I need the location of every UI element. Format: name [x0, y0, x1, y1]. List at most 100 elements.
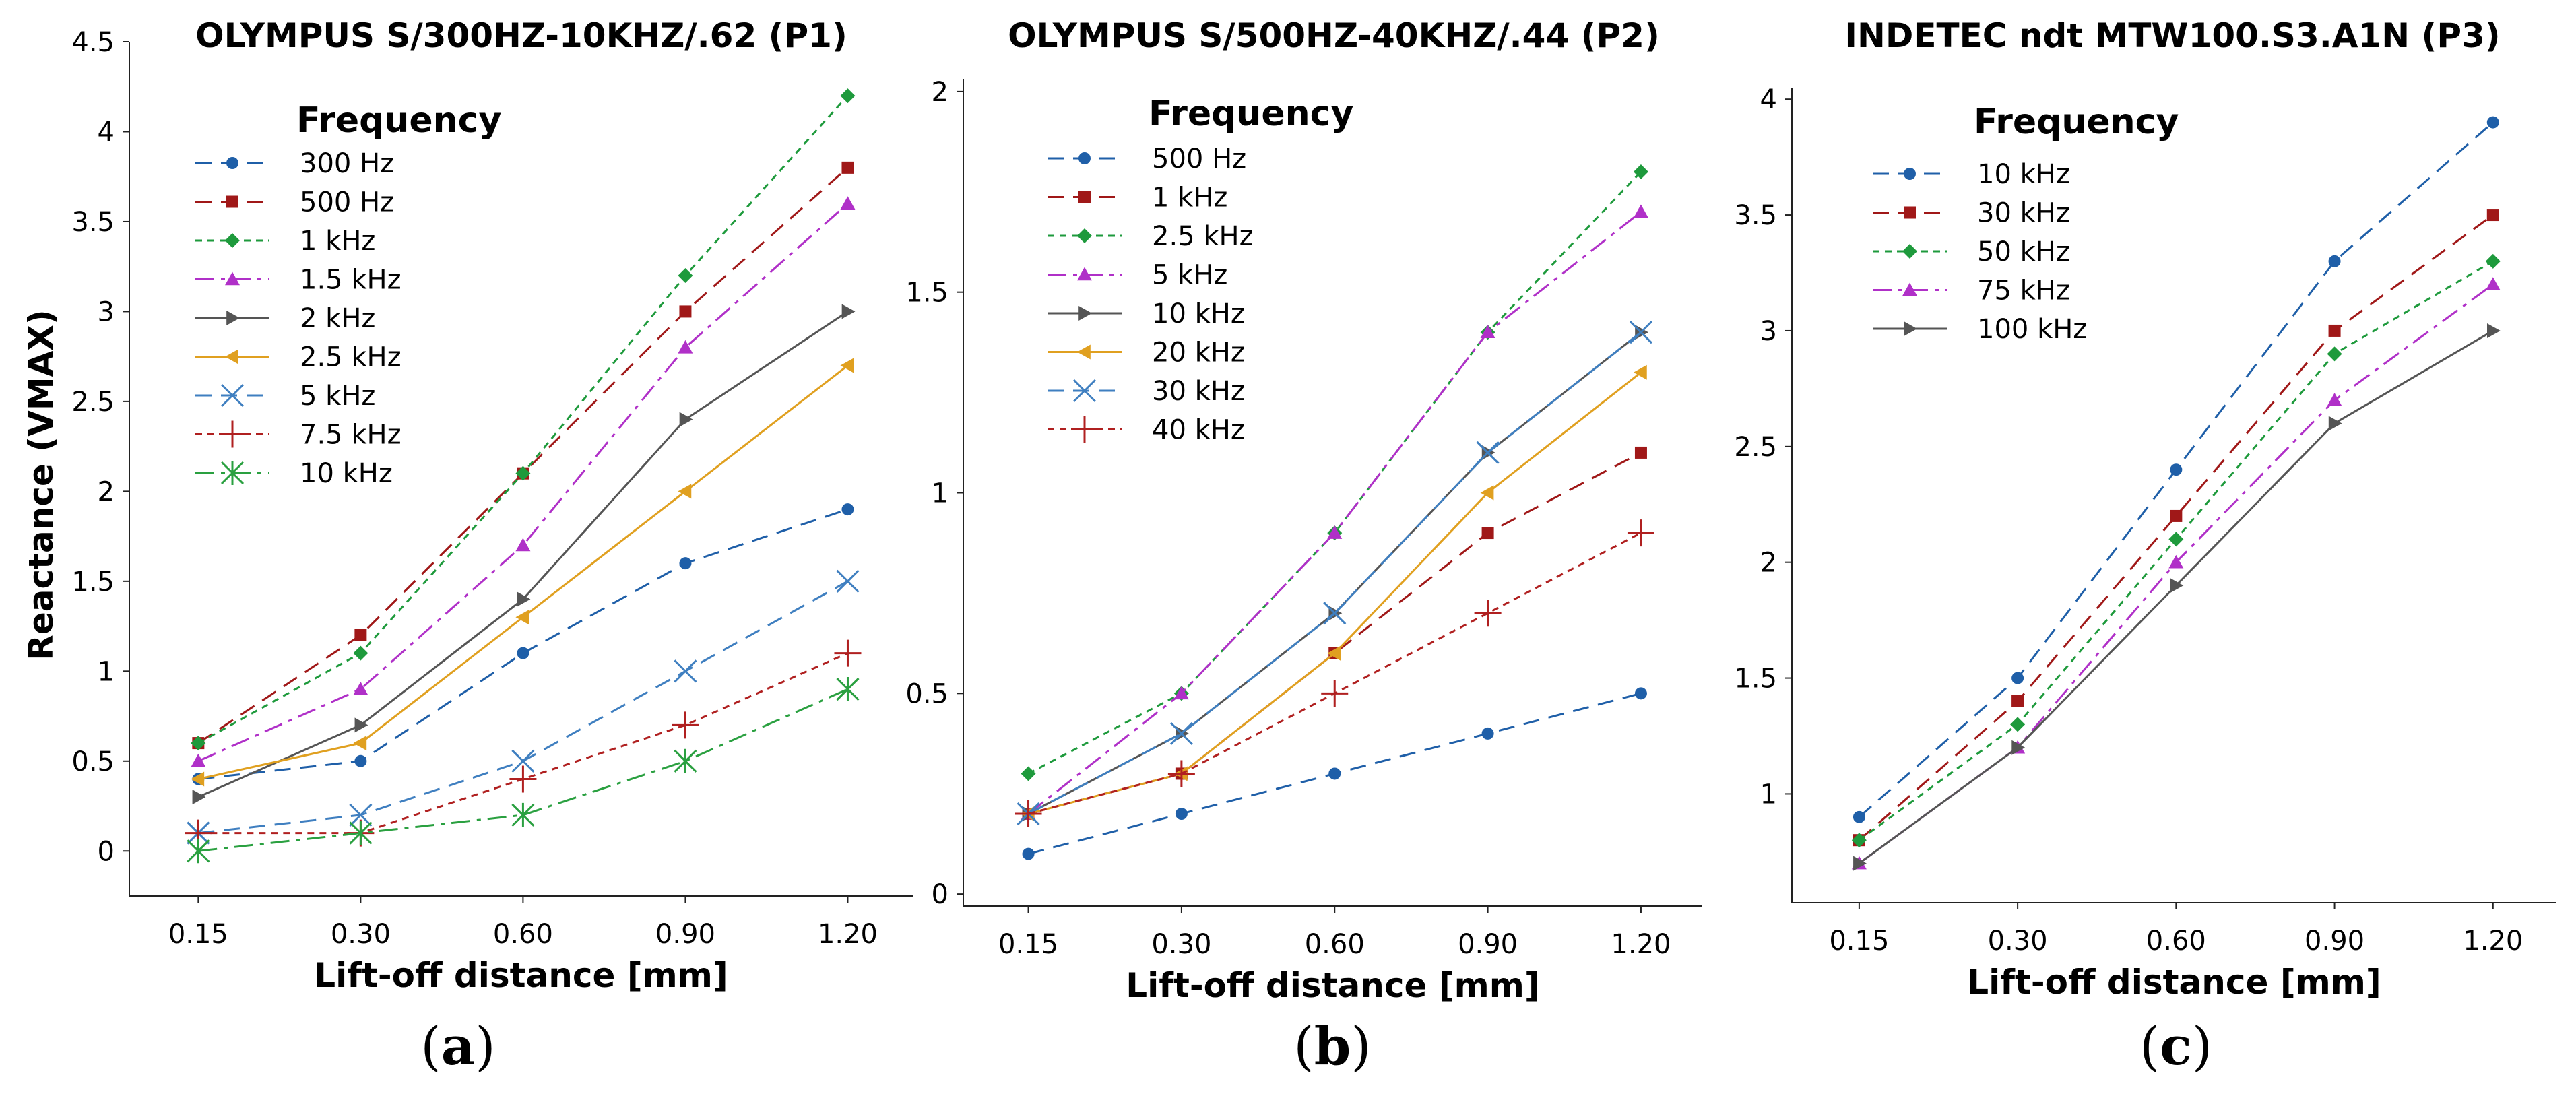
data-point: [672, 711, 699, 739]
legend-swatch-marker: [1078, 152, 1091, 164]
data-point: [354, 717, 368, 733]
y-tick-label: 0: [932, 879, 948, 910]
data-point: [1629, 321, 1653, 344]
data-point: [515, 465, 531, 481]
data-point: [349, 803, 373, 827]
legend-swatch-marker: [1078, 306, 1092, 321]
data-point: [1474, 600, 1502, 627]
panel-label: (c): [2139, 1016, 2212, 1077]
y-tick-label: 4: [98, 117, 115, 148]
y-tick-label: 0.5: [905, 678, 948, 709]
panel-label: (b): [1293, 1016, 1371, 1077]
legend-item-label: 50 kHz: [1977, 236, 2070, 267]
data-point: [1851, 833, 1867, 848]
legend-item-label: 2.5 kHz: [300, 342, 401, 373]
series-10-khz: [187, 677, 860, 864]
data-point: [1173, 686, 1189, 700]
series-500-hz: [1022, 687, 1647, 860]
data-point: [2011, 672, 2024, 684]
data-point: [841, 304, 856, 319]
legend-item-label: 5 kHz: [1152, 260, 1227, 291]
y-tick-label: 1: [98, 656, 115, 687]
series-5-khz: [1021, 204, 1648, 820]
x-tick-label: 0.90: [1458, 929, 1518, 960]
y-tick-label: 1.5: [1734, 664, 1777, 695]
data-point: [517, 591, 531, 607]
data-point: [1327, 525, 1343, 539]
data-point: [1481, 727, 1494, 740]
data-point: [1853, 856, 1867, 871]
legend-item-label: 10 kHz: [300, 458, 393, 489]
legend-swatch-marker: [226, 157, 238, 169]
data-point: [1853, 810, 1865, 823]
data-point: [840, 358, 854, 373]
legend-item-label: 10 kHz: [1152, 298, 1245, 329]
data-point: [191, 771, 205, 787]
series-line: [198, 508, 848, 780]
data-point: [1634, 687, 1647, 700]
data-point: [515, 538, 531, 552]
panel-label-letter: a: [441, 1016, 476, 1077]
data-point: [834, 639, 862, 667]
panel-label-open: (: [2139, 1017, 2160, 1077]
legend-title: Frequency: [1974, 102, 2179, 142]
x-tick-label: 0.90: [655, 919, 715, 950]
legend-item-label: 300 Hz: [300, 148, 394, 179]
legend: Frequency 10 kHz 30 kHz 50 kHz 75 kHz 100 kHz: [1873, 102, 2179, 345]
data-point: [674, 748, 697, 773]
data-point: [1167, 760, 1195, 787]
data-point: [2328, 324, 2341, 337]
data-point: [192, 790, 206, 805]
y-tick-label: 3.5: [71, 207, 115, 238]
data-point: [353, 682, 368, 695]
data-point: [2486, 209, 2499, 222]
legend-swatch-marker: [1078, 191, 1091, 203]
series-40-khz: [1015, 519, 1654, 827]
x-tick-label: 1.20: [2463, 926, 2523, 957]
legend-item-label: 2.5 kHz: [1152, 221, 1254, 252]
series-1-khz: [1022, 446, 1647, 820]
data-point: [2485, 253, 2501, 269]
data-point: [1328, 767, 1341, 780]
series-30-khz: [1017, 321, 1653, 826]
legend-item-label: 75 kHz: [1977, 276, 2070, 307]
legend-item-label: 100 kHz: [1977, 314, 2087, 345]
data-point: [840, 196, 856, 210]
series-line: [1858, 260, 2494, 841]
panel-label-close: ): [2192, 1017, 2212, 1077]
data-point: [2170, 509, 2183, 522]
y-tick-label: 3.5: [1734, 200, 1777, 231]
data-point: [187, 839, 210, 864]
data-point: [836, 677, 860, 702]
x-tick-label: 0.30: [1151, 929, 1211, 960]
x-tick-label: 0.15: [998, 929, 1058, 960]
data-point: [679, 557, 692, 570]
y-tick-label: 2: [98, 476, 115, 507]
legend-swatch-marker: [1904, 168, 1916, 180]
chart-title: OLYMPUS S/300HZ-10KHZ/.62 (P1): [195, 16, 847, 55]
data-point: [1480, 485, 1494, 501]
series-30-khz: [1853, 209, 2499, 847]
data-point: [2327, 393, 2342, 406]
panel-label-close: ): [475, 1017, 495, 1077]
y-tick-label: 2.5: [1734, 432, 1777, 463]
legend-item-label: 1 kHz: [1152, 183, 1227, 214]
y-axis-label: Reactance (VMAX): [22, 309, 61, 660]
data-point: [1476, 441, 1500, 464]
y-tick-label: 2.5: [71, 387, 115, 418]
data-point: [678, 484, 692, 499]
data-point: [1633, 204, 1648, 218]
data-point: [1169, 721, 1193, 745]
legend-title: Frequency: [1149, 94, 1353, 134]
legend-item-label: 1 kHz: [300, 226, 375, 257]
data-point: [349, 820, 373, 845]
chart-title: OLYMPUS S/500HZ-40KHZ/.44 (P2): [1008, 16, 1660, 55]
y-tick-label: 3: [98, 296, 115, 327]
legend-swatch-marker: [1902, 282, 1917, 296]
data-point: [1175, 808, 1188, 820]
series-300-hz: [192, 503, 854, 785]
data-point: [353, 645, 368, 661]
data-point: [509, 765, 537, 793]
y-tick-label: 1: [1760, 779, 1777, 810]
data-point: [1021, 766, 1036, 781]
